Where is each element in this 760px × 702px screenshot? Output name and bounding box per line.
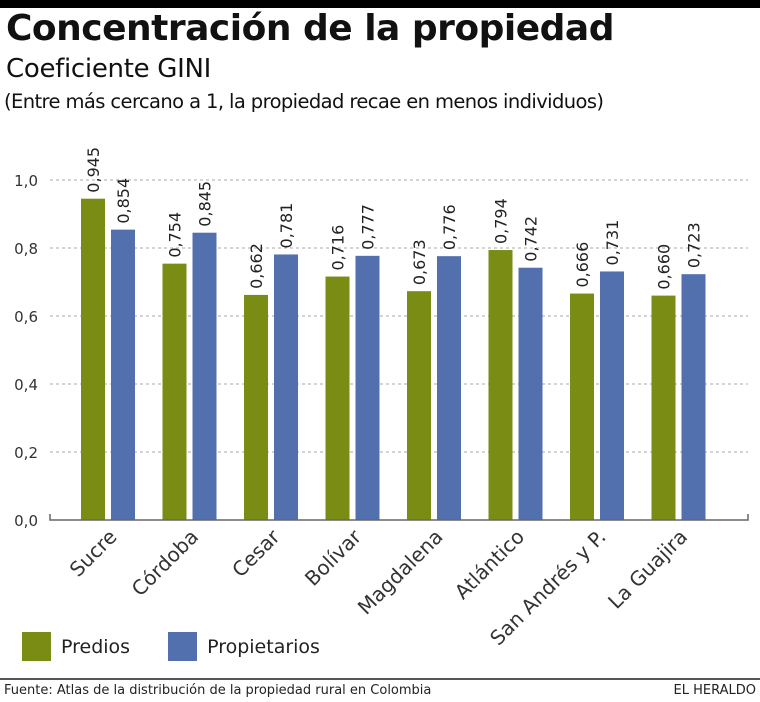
value-labels: 0,945 0,854 0,754 0,845 0,662 0,781 0,716 0,777… [84,147,704,290]
value-label: 0,781 [277,203,296,249]
value-label: 0,716 [329,225,348,271]
y-tick-label: 0,6 [14,308,38,326]
bar-propietarios [192,232,217,520]
legend-label: Predios [61,635,131,658]
legend-item-predios: Predios [22,632,130,661]
brand-label: EL HERALDO [673,683,756,698]
x-tick-label: Magdalena [353,525,448,620]
bar-propietarios [600,271,624,520]
chart-note: (Entre más cercano a 1, la propiedad rec… [4,90,604,113]
bar-predios [570,293,594,520]
footer-rule [0,678,760,680]
bar-predios [81,198,105,520]
y-tick-label: 0,4 [14,376,38,394]
value-label: 0,776 [440,204,459,250]
gridlines [50,179,748,453]
legend: Predios Propietarios [22,632,358,661]
y-tick-label: 0,8 [14,240,38,258]
x-tick-label: Córdoba [127,525,203,601]
source-note: Fuente: Atlas de la distribución de la p… [4,683,432,698]
value-label: 0,794 [492,198,511,244]
value-label: 0,854 [114,178,133,224]
x-tick-label: Sucre [65,525,122,582]
bar-propietarios [355,255,380,520]
top-rule [0,0,760,8]
value-label: 0,945 [84,147,103,193]
value-label: 0,666 [573,242,592,288]
x-tick-label: Bolívar [300,524,367,591]
y-axis-ticks: 0,0 0,2 0,4 0,6 0,8 1,0 [14,172,38,530]
y-tick-label: 1,0 [14,172,38,190]
value-label: 0,660 [655,244,674,290]
legend-item-propietarios: Propietarios [168,632,320,661]
chart-title: Concentración de la propiedad [6,8,615,49]
bar-propietarios [518,267,543,520]
value-label: 0,673 [410,239,429,285]
x-axis-line [49,514,749,521]
legend-swatch-propietarios [168,632,198,661]
bar-predios [244,294,268,520]
bar-predios [162,263,187,520]
bars [81,198,706,521]
bar-predios [325,276,350,520]
x-tick-label: Cesar [227,524,285,582]
value-label: 0,662 [247,243,266,289]
x-tick-label: La Guajira [603,525,692,614]
bar-predios [488,250,513,521]
bar-propietarios [681,274,706,520]
legend-label: Propietarios [207,635,320,658]
bar-predios [407,291,431,520]
bar-propietarios [111,229,135,520]
bar-predios [651,295,676,520]
y-tick-label: 0,2 [14,444,38,462]
legend-swatch-predios [22,632,51,661]
value-label: 0,777 [359,204,378,250]
y-tick-label: 0,0 [14,512,38,530]
value-label: 0,845 [196,181,215,227]
value-label: 0,754 [166,212,185,258]
x-tick-label: Atlántico [450,525,529,604]
value-label: 0,742 [522,216,541,262]
bar-propietarios [274,254,298,520]
value-label: 0,723 [685,222,704,268]
value-label: 0,731 [603,220,622,266]
chart-subtitle: Coeficiente GINI [6,54,212,84]
bar-propietarios [437,256,461,520]
